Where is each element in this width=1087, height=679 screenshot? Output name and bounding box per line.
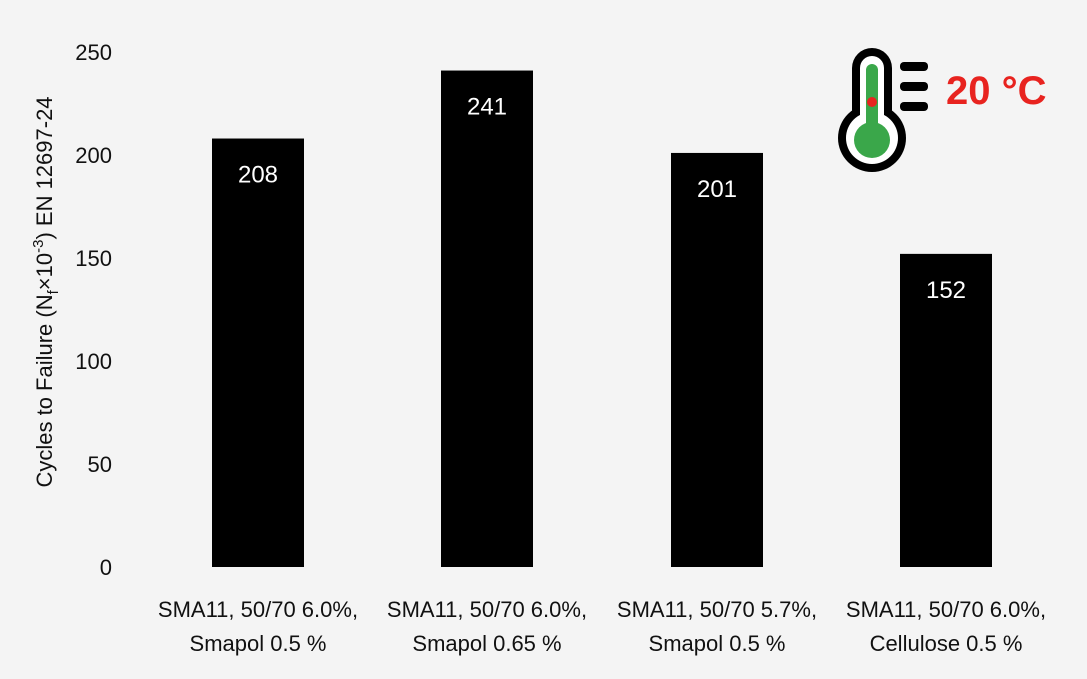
y-tick-label: 250 (75, 40, 112, 65)
bar-value-label: 241 (467, 94, 507, 121)
y-tick-label: 100 (75, 349, 112, 374)
y-tick-label: 150 (75, 246, 112, 271)
y-axis-ticks: 0 50 100 150 200 250 (75, 40, 112, 580)
bar-value-labels: 208 241 201 152 (238, 94, 966, 304)
bar-value-label: 201 (697, 176, 737, 203)
x-category-label: SMA11, 50/70 6.0%, (387, 597, 587, 622)
x-category-label: SMA11, 50/70 5.7%, (617, 597, 817, 622)
x-category-label: Smapol 0.5 % (649, 631, 786, 656)
x-category-label: Smapol 0.5 % (190, 631, 327, 656)
bar-value-label: 152 (926, 277, 966, 304)
bar (900, 253, 992, 567)
bar (212, 138, 304, 567)
temperature-badge: 20 °C (838, 48, 1047, 172)
bar (671, 152, 763, 567)
temperature-label: 20 °C (946, 69, 1047, 113)
bar-value-label: 208 (238, 162, 278, 189)
x-category-label: SMA11, 50/70 6.0%, (846, 597, 1046, 622)
y-axis-label: Cycles to Failure (Nf×10-3) EN 12697-24 (30, 96, 62, 487)
thermometer-icon (838, 48, 928, 172)
x-category-label: SMA11, 50/70 6.0%, (158, 597, 358, 622)
x-category-label: Smapol 0.65 % (412, 631, 561, 656)
y-tick-label: 0 (100, 555, 112, 580)
y-tick-label: 200 (75, 143, 112, 168)
bar (441, 70, 533, 567)
y-tick-label: 50 (88, 452, 112, 477)
x-category-label: Cellulose 0.5 % (870, 631, 1023, 656)
x-axis-category-labels: SMA11, 50/70 6.0%, Smapol 0.5 % SMA11, 50/… (158, 597, 1046, 656)
bars (212, 70, 992, 567)
